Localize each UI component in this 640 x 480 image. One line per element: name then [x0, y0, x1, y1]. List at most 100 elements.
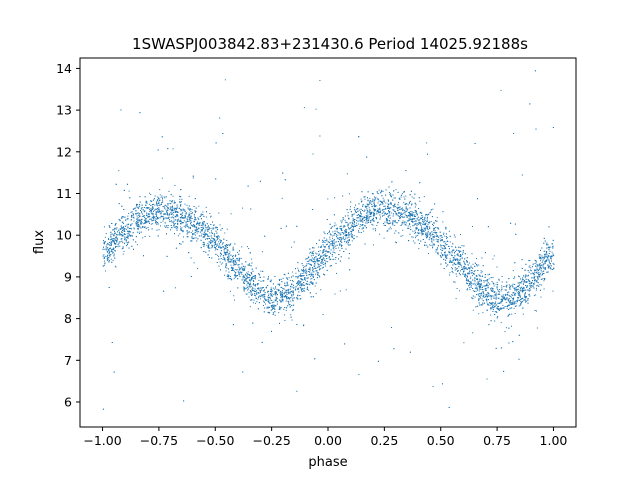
data-point [519, 295, 521, 297]
data-point [199, 222, 201, 224]
data-point [444, 247, 446, 248]
data-point [524, 281, 526, 283]
data-point [215, 227, 217, 229]
data-point [150, 194, 152, 195]
data-point [266, 286, 267, 288]
data-point [245, 273, 247, 275]
data-point [550, 246, 552, 248]
data-point [117, 246, 119, 248]
data-point [138, 212, 140, 214]
data-point [437, 228, 439, 229]
data-point [192, 212, 193, 214]
data-point [308, 283, 310, 285]
data-point [115, 233, 117, 235]
data-point [365, 227, 367, 229]
data-point [300, 274, 302, 276]
data-point [512, 270, 514, 272]
data-point [322, 240, 324, 242]
data-point [142, 237, 144, 239]
data-point [415, 211, 417, 213]
data-point [368, 212, 370, 214]
data-point [273, 288, 275, 290]
data-point [517, 292, 519, 294]
data-point [547, 244, 549, 246]
data-point [537, 284, 539, 286]
data-point [353, 219, 355, 221]
data-point [197, 268, 199, 270]
data-point [300, 287, 302, 289]
data-point [328, 232, 330, 233]
data-point [368, 219, 370, 221]
data-point [504, 289, 506, 291]
data-point [514, 284, 516, 285]
data-point [394, 221, 396, 223]
data-point [444, 245, 445, 247]
data-point [223, 257, 225, 259]
data-point [452, 268, 453, 270]
data-point [107, 256, 109, 258]
data-point [217, 235, 218, 237]
data-point [462, 253, 464, 255]
data-point [218, 241, 220, 243]
data-point [493, 255, 495, 257]
data-point [143, 211, 145, 213]
data-point [177, 219, 179, 221]
data-point [391, 327, 392, 328]
data-point [476, 258, 477, 260]
data-point [110, 233, 112, 235]
data-point [250, 279, 252, 281]
data-point [471, 275, 473, 277]
data-point [399, 215, 401, 217]
data-point [549, 256, 551, 258]
data-point [540, 278, 542, 280]
data-point [438, 236, 440, 238]
data-point [320, 262, 322, 264]
data-point [150, 223, 152, 225]
data-point [321, 255, 323, 257]
data-point [418, 223, 419, 225]
data-point [486, 301, 488, 303]
data-point [243, 286, 245, 288]
data-point [485, 290, 487, 291]
data-point [125, 219, 127, 221]
data-point [539, 276, 541, 278]
data-point [234, 269, 236, 270]
data-point [327, 261, 329, 263]
data-point [135, 210, 137, 212]
data-point [481, 298, 483, 300]
data-point [284, 274, 286, 276]
data-point [277, 290, 279, 292]
data-point [319, 250, 321, 252]
data-point [104, 263, 106, 265]
data-point [497, 316, 499, 317]
data-point [310, 255, 312, 257]
data-point [389, 226, 391, 228]
data-point [230, 213, 232, 215]
data-point [238, 259, 240, 261]
data-point [445, 241, 447, 243]
data-point [355, 204, 356, 206]
data-point [212, 233, 214, 234]
data-point [436, 233, 438, 235]
data-point [239, 269, 241, 271]
data-point [482, 289, 484, 291]
data-point [227, 259, 229, 261]
data-point [325, 255, 327, 257]
data-point [301, 283, 303, 285]
data-point [284, 284, 286, 286]
data-point [167, 213, 169, 215]
data-point [258, 296, 259, 298]
data-point [190, 232, 192, 233]
data-point [168, 203, 170, 205]
data-point [518, 305, 520, 307]
data-point [511, 294, 513, 296]
data-point [269, 311, 271, 313]
data-point [132, 239, 134, 241]
data-point [324, 245, 326, 247]
data-point [108, 244, 110, 246]
data-point [309, 281, 311, 283]
data-point [339, 260, 341, 262]
data-point [469, 278, 471, 280]
data-point [528, 266, 530, 268]
data-point [202, 244, 204, 246]
